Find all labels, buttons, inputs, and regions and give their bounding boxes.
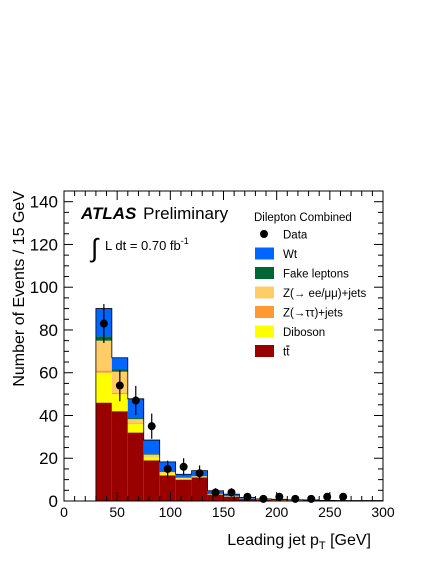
data-point-1: [115, 381, 124, 390]
x-tick-label-0: 0: [60, 504, 68, 520]
bar-z-jets-2: [127, 423, 144, 425]
data-point-15: [339, 492, 348, 501]
integral-symbol: ∫: [89, 233, 100, 263]
bar-z-ee-jets-0: [95, 340, 112, 371]
legend-label-diboson: Diboson: [283, 327, 325, 339]
bar-tt-0: [95, 402, 112, 501]
x-tick-label-150: 150: [212, 504, 236, 520]
y-tick-label-140: 140: [30, 193, 58, 212]
data-point-5: [179, 462, 188, 471]
bar-tt-1: [111, 411, 128, 501]
bar-fake-leptons-3: [143, 453, 160, 455]
y-tick-label-80: 80: [39, 321, 58, 340]
data-point-6: [195, 469, 204, 478]
x-axis-title-unit: [GeV]: [326, 532, 371, 549]
y-tick-label-40: 40: [39, 406, 58, 425]
data-point-3: [147, 422, 156, 431]
data-point-11: [275, 492, 284, 501]
bar-wt-5: [175, 474, 192, 478]
bar-tt-4: [159, 475, 176, 501]
legend-label-fake-leptons: Fake leptons: [283, 269, 349, 281]
bar-wt-1: [111, 357, 128, 370]
bar-diboson-0: [95, 372, 112, 403]
legend-swatch-fake-leptons: [255, 267, 274, 279]
y-tick-label-100: 100: [30, 278, 58, 297]
legend-swatch-z-jets: [255, 306, 274, 318]
legend: Dilepton Combined Data Wt Fake leptons Z(→ …: [254, 212, 366, 359]
x-tick-label-100: 100: [159, 504, 183, 520]
bar-tt-5: [175, 479, 192, 501]
legend-label-wt: Wt: [283, 249, 298, 261]
legend-swatch-diboson: [255, 325, 274, 338]
data-point-9: [243, 492, 252, 501]
x-tick-label-50: 50: [109, 504, 125, 520]
data-point-8: [227, 488, 236, 497]
legend-label-tt: tt: [283, 347, 290, 359]
bar-tt-7: [207, 494, 224, 501]
legend-swatch-wt: [255, 247, 274, 260]
x-tick-label-300: 300: [371, 504, 395, 520]
legend-title: Dilepton Combined: [254, 212, 352, 224]
luminosity-text: L dt = 0.70 fb: [105, 238, 181, 253]
x-tick-label-200: 200: [265, 504, 289, 520]
legend-label-data: Data: [283, 230, 308, 242]
y-tick-label-120: 120: [30, 235, 58, 254]
bar-diboson-3: [143, 457, 160, 461]
preliminary-label: Preliminary: [143, 204, 229, 223]
y-tick-label-0: 0: [49, 492, 58, 511]
luminosity-exponent: -1: [181, 236, 189, 246]
data-point-14: [323, 492, 332, 501]
bar-z-ee-jets-2: [127, 419, 144, 424]
axes: 0 50 100 150 200 250 300 0 20 40 60 80 100 120 140: [30, 190, 395, 520]
bar-diboson-5: [175, 478, 192, 480]
data-point-4: [163, 464, 172, 473]
x-axis-title-sub: T: [319, 540, 326, 552]
x-axis-title: Leading jet pT [GeV]: [227, 532, 371, 552]
legend-swatch-z-ee-jets: [255, 286, 274, 299]
atlas-label: ATLAS Preliminary: [80, 204, 229, 223]
plot-area: [95, 304, 384, 503]
bar-tt-3: [143, 460, 160, 501]
bar-z-ee-jets-3: [143, 454, 160, 457]
atlas-name: ATLAS: [80, 204, 137, 223]
x-tick-label-250: 250: [318, 504, 342, 520]
y-axis-title: Number of Events / 15 GeV: [11, 191, 28, 387]
legend-label-z-ee-jets: Z(→ ee/μμ)+jets: [283, 288, 366, 300]
bar-tt-6: [191, 477, 208, 501]
bar-tt-2: [127, 432, 144, 501]
data-point-7: [211, 488, 220, 497]
legend-label-z-jets: Z(→ττ)+jets: [283, 308, 343, 320]
data-point-0: [99, 319, 108, 328]
y-tick-label-20: 20: [39, 449, 58, 468]
legend-swatch-tt: [255, 345, 274, 357]
bar-diboson-2: [127, 424, 144, 433]
bar-z-jets-0: [95, 370, 112, 373]
bar-fake-leptons-2: [127, 418, 144, 420]
luminosity-label: L dt = 0.70 fb-1: [105, 236, 189, 253]
y-tick-label-60: 60: [39, 364, 58, 383]
data-point-2: [131, 396, 140, 405]
legend-marker-data: [260, 230, 268, 238]
bar-wt-3: [143, 440, 160, 454]
bar-diboson-1: [111, 394, 128, 412]
bar-tt-8: [223, 496, 240, 501]
bar-z-ee-jets-5: [175, 477, 192, 479]
x-axis-title-main: Leading jet p: [227, 532, 319, 549]
